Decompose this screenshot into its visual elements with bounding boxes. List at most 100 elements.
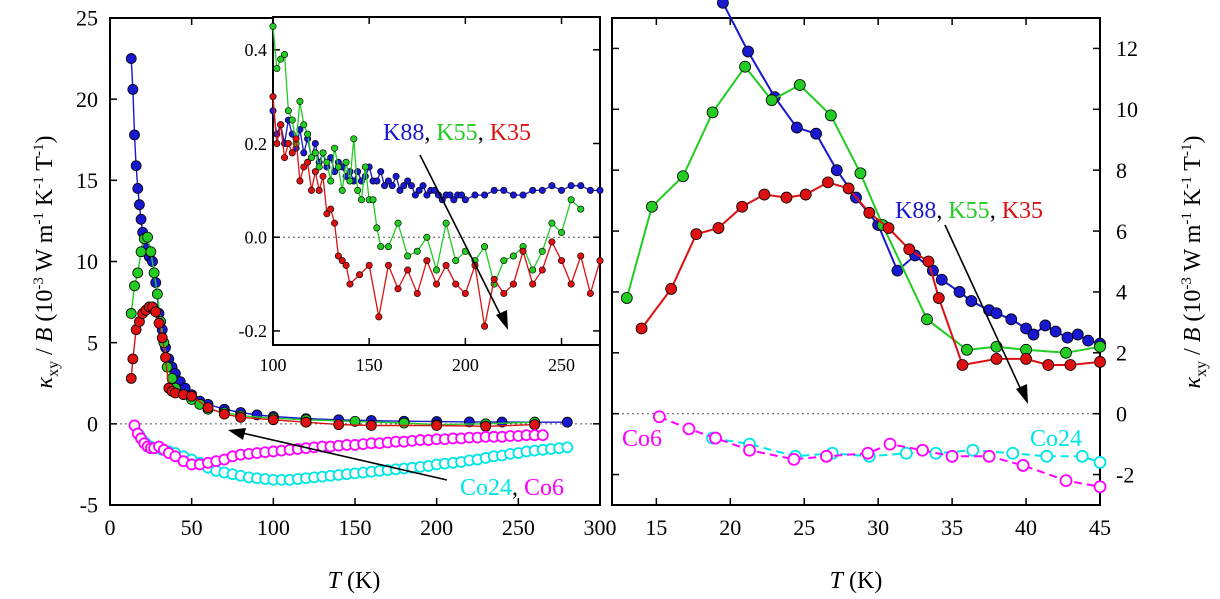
data-point-k35: [273, 140, 281, 148]
data-point-k55: [350, 135, 358, 143]
data-point-k35: [150, 306, 162, 318]
data-point-k55: [342, 158, 350, 166]
y-tick-label: 0: [1116, 401, 1127, 426]
data-point-k88: [1005, 313, 1018, 326]
y-tick-label: 10: [76, 249, 98, 274]
data-point-k35: [356, 271, 364, 279]
data-point-k55: [361, 163, 369, 171]
data-point-k35: [160, 351, 171, 363]
x-tick-label: 40: [1015, 515, 1037, 540]
data-point-k55: [338, 186, 346, 194]
data-point-k55: [558, 229, 566, 237]
data-point-k35: [307, 186, 315, 194]
data-point-co6: [682, 422, 696, 436]
x-tick-label: 45: [1089, 515, 1111, 540]
data-point-k55: [398, 417, 410, 429]
data-point-co6: [945, 449, 959, 463]
x-tick-label: 20: [719, 515, 741, 540]
data-point-k35: [758, 188, 771, 201]
data-point-k35: [296, 177, 304, 185]
data-point-k35: [1042, 359, 1055, 371]
data-point-k55: [307, 154, 315, 162]
y-tick-label: 15: [76, 168, 98, 193]
left-x-axis-label: T (K): [328, 568, 381, 594]
data-point-k55: [148, 267, 160, 279]
data-point-k35: [186, 390, 198, 402]
data-point-k55: [394, 219, 402, 227]
data-point-k88: [596, 186, 604, 194]
left-y-axis-label: κxy / B (10-3 W m-1 K-1 T-1): [31, 136, 62, 389]
anno-k88: K88: [895, 198, 936, 224]
data-point-k35: [334, 252, 342, 260]
data-point-k35: [288, 149, 296, 157]
data-point-k35: [281, 154, 289, 162]
data-point-k35: [267, 414, 279, 426]
data-point-k88: [411, 191, 419, 199]
data-point-k55: [423, 233, 431, 241]
data-point-k35: [586, 289, 594, 297]
data-point-k88: [396, 186, 404, 194]
y-tick-label: 12: [1116, 36, 1138, 61]
data-point-k35: [932, 292, 945, 304]
anno-co6: Co6: [524, 475, 564, 501]
y-tick-label: 10: [1116, 97, 1138, 122]
data-point-k35: [509, 280, 517, 288]
data-point-k35: [292, 135, 300, 143]
data-point-k35: [127, 353, 139, 365]
data-point-k88: [1082, 334, 1095, 347]
data-point-k55: [319, 149, 327, 157]
right-arrow: [944, 224, 1023, 393]
data-point-k88: [404, 177, 412, 185]
data-point-k55: [334, 163, 342, 171]
data-point-co6: [861, 446, 875, 460]
inset-panel: 100 150 200 250 -0.2 0.0 0.2 0.4 K88, K55, K35: [239, 16, 604, 375]
x-tick-label: 50: [181, 515, 203, 540]
data-point-k55: [500, 257, 508, 265]
data-point-k35: [315, 186, 323, 194]
data-point-k35: [577, 252, 585, 260]
anno-sep: ,: [512, 475, 524, 501]
data-point-k55: [1060, 346, 1072, 359]
x-tick-label: 250: [548, 355, 575, 375]
data-point-k55: [413, 247, 421, 255]
data-point-k35: [1020, 352, 1032, 365]
data-point-k35: [903, 243, 916, 256]
data-point-k88: [538, 186, 546, 194]
data-point-k35: [736, 200, 749, 213]
anno-k55: K55: [436, 120, 477, 146]
data-point-k88: [509, 191, 517, 199]
inset-axis-ticks: 100 150 200 250 -0.2 0.0 0.2 0.4: [239, 17, 600, 375]
data-point-k35: [346, 280, 354, 288]
data-point-co6: [709, 431, 722, 445]
data-point-k88: [361, 172, 369, 180]
data-point-k35: [125, 372, 137, 384]
x-tick-label: 300: [584, 515, 617, 540]
data-point-co24: [1093, 455, 1107, 469]
data-point-k55: [277, 55, 285, 63]
data-point-k35: [431, 420, 443, 431]
data-point-k55: [452, 257, 460, 265]
data-point-k55: [142, 231, 153, 243]
data-point-k35: [461, 289, 469, 297]
data-point-k35: [304, 158, 312, 166]
data-point-k35: [712, 222, 725, 234]
left-series-group: [125, 53, 574, 486]
data-point-k35: [480, 420, 492, 432]
data-point-k55: [404, 252, 412, 260]
data-point-k55: [567, 196, 575, 204]
data-point-k35: [331, 219, 339, 227]
data-point-k88: [1061, 331, 1074, 344]
data-point-k55: [300, 121, 308, 129]
data-point-k35: [375, 313, 383, 321]
data-point-k55: [273, 65, 281, 73]
data-point-k88: [129, 129, 140, 141]
data-point-k55: [377, 243, 385, 251]
data-point-k35: [394, 285, 402, 293]
data-point-k55: [646, 200, 658, 213]
data-point-k88: [384, 177, 392, 185]
right-annotation: K88, K55, K35: [895, 198, 1043, 224]
data-point-k55: [296, 97, 304, 105]
x-tick-label: 0: [105, 515, 116, 540]
data-point-k55: [373, 224, 381, 232]
